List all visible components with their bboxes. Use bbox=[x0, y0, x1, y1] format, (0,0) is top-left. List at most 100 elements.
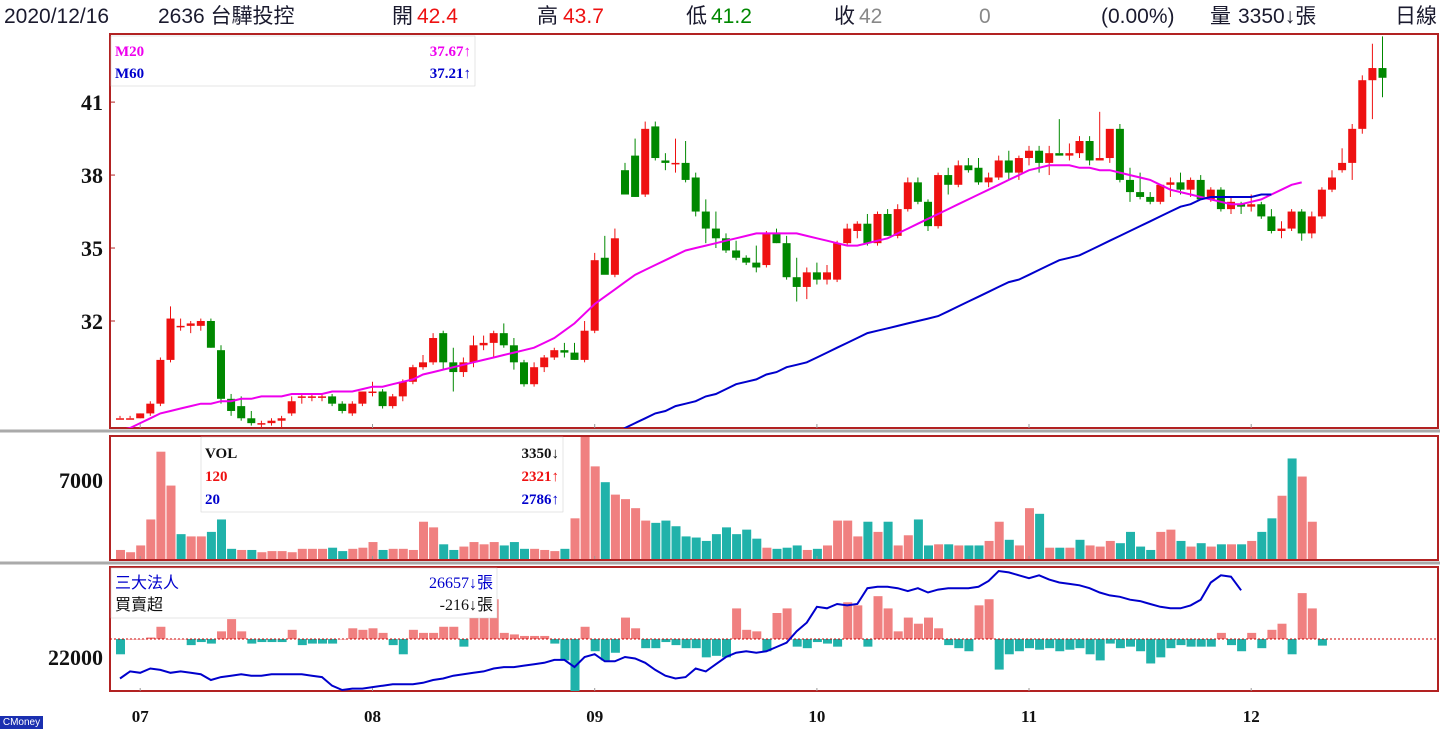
net-buy-sell-bar bbox=[348, 628, 358, 639]
net-buy-sell-bar bbox=[509, 634, 519, 639]
candle-body bbox=[1045, 153, 1054, 163]
volume-bar bbox=[610, 494, 620, 559]
candle-body bbox=[913, 182, 922, 202]
net-buy-sell-bar bbox=[711, 639, 721, 656]
net-buy-sell-bar bbox=[792, 639, 802, 647]
volume-bar bbox=[116, 549, 125, 559]
net-buy-sell-bar bbox=[1136, 639, 1146, 652]
net-buy-sell-bar bbox=[116, 639, 125, 655]
volume-bar bbox=[277, 551, 287, 559]
institutional-panel bbox=[110, 569, 1438, 692]
institutional-legend-name: 三大法人 bbox=[115, 574, 179, 592]
volume-bar bbox=[328, 547, 338, 559]
volume-bar bbox=[520, 548, 529, 559]
volume-bar bbox=[358, 547, 368, 559]
candle-body bbox=[722, 238, 730, 251]
month-label: 08 bbox=[364, 707, 381, 726]
candle-body bbox=[1055, 153, 1064, 156]
candle-body bbox=[833, 243, 842, 280]
candle-body bbox=[116, 418, 124, 420]
volume-bar bbox=[368, 542, 378, 559]
candle-body bbox=[540, 357, 549, 368]
volume-bar bbox=[1055, 547, 1065, 559]
volume-bar bbox=[1035, 513, 1045, 559]
candle-body bbox=[509, 345, 518, 363]
volume-bar bbox=[742, 529, 752, 559]
volume-bar bbox=[1045, 547, 1055, 559]
candle-body bbox=[621, 170, 629, 195]
month-label: 07 bbox=[132, 707, 150, 726]
net-buy-sell-bar bbox=[661, 639, 671, 643]
volume-bar bbox=[146, 519, 156, 559]
net-buy-sell-bar bbox=[833, 639, 843, 647]
volume-bar bbox=[1156, 531, 1166, 559]
candle-body bbox=[1368, 68, 1377, 81]
candle-body bbox=[994, 160, 1003, 178]
net-buy-sell-bar bbox=[782, 608, 792, 639]
net-buy-sell-bar bbox=[439, 626, 449, 639]
net-buy-sell-bar bbox=[1156, 639, 1166, 658]
net-buy-sell-bar bbox=[984, 599, 994, 639]
volume-bar bbox=[802, 549, 812, 559]
volume-bar bbox=[1186, 546, 1196, 559]
volume-bar bbox=[1075, 539, 1085, 559]
volume-bar bbox=[439, 544, 449, 559]
volume-bar bbox=[1206, 546, 1216, 559]
candle-body bbox=[217, 350, 225, 399]
net-buy-sell-bar bbox=[206, 639, 216, 644]
price-tick-label: 32 bbox=[81, 309, 103, 334]
volume-bar bbox=[206, 531, 216, 559]
volume-bar bbox=[509, 542, 519, 559]
candle-body bbox=[1227, 201, 1235, 210]
candle-body bbox=[176, 325, 185, 328]
net-buy-sell-bar bbox=[419, 632, 428, 639]
candle-body bbox=[661, 160, 670, 163]
candle-body bbox=[479, 342, 488, 346]
volume-legend-name: 120 bbox=[205, 469, 228, 485]
volume-bar bbox=[1065, 547, 1075, 559]
candle-body bbox=[237, 406, 246, 419]
volume-bar bbox=[1095, 546, 1105, 559]
net-buy-sell-bar bbox=[873, 596, 883, 639]
volume-bar bbox=[1014, 545, 1024, 559]
candle-body bbox=[1297, 211, 1306, 234]
candle-body bbox=[681, 162, 690, 180]
volume-bar bbox=[227, 548, 237, 559]
volume-bar bbox=[772, 548, 782, 559]
candle-body bbox=[1146, 196, 1155, 202]
volume-bar bbox=[661, 520, 671, 559]
net-buy-sell-bar bbox=[1105, 639, 1115, 644]
volume-bar bbox=[1307, 521, 1317, 559]
net-buy-sell-bar bbox=[944, 639, 954, 646]
candle-body bbox=[1166, 182, 1175, 185]
volume-bar bbox=[348, 548, 358, 559]
volume-bar bbox=[863, 521, 873, 559]
volume-bar bbox=[1216, 544, 1226, 559]
volume-bar bbox=[398, 548, 408, 559]
candle-body bbox=[1338, 162, 1347, 171]
candle-body bbox=[893, 209, 902, 236]
volume-bar bbox=[449, 549, 459, 559]
volume-bar bbox=[570, 518, 580, 559]
volume-bar bbox=[419, 521, 428, 559]
net-buy-sell-bar bbox=[1186, 639, 1196, 647]
candle-body bbox=[1206, 189, 1215, 200]
candle-body bbox=[1004, 160, 1013, 173]
volume-bar bbox=[691, 537, 701, 559]
candle-body bbox=[1216, 189, 1225, 210]
quote-header: 2020/12/16 2636 台驊投控 開 42.4 高 43.7 低 41.… bbox=[0, 0, 1440, 34]
volume-bar bbox=[136, 545, 146, 559]
net-buy-sell-bar bbox=[1014, 639, 1024, 652]
volume-legend-name: 20 bbox=[205, 492, 220, 508]
price-tick-label: 41 bbox=[81, 90, 103, 115]
net-buy-sell-bar bbox=[318, 639, 327, 644]
volume-bar bbox=[196, 536, 206, 559]
price-legend-name: M20 bbox=[115, 44, 144, 60]
candle-body bbox=[419, 362, 427, 368]
candle-body bbox=[338, 403, 347, 411]
price-legend-value: 37.67↑ bbox=[430, 44, 471, 60]
candle-body bbox=[1156, 184, 1165, 202]
net-buy-sell-bar bbox=[550, 639, 560, 644]
candle-body bbox=[1085, 141, 1094, 161]
institutional-total-line bbox=[119, 569, 1242, 692]
